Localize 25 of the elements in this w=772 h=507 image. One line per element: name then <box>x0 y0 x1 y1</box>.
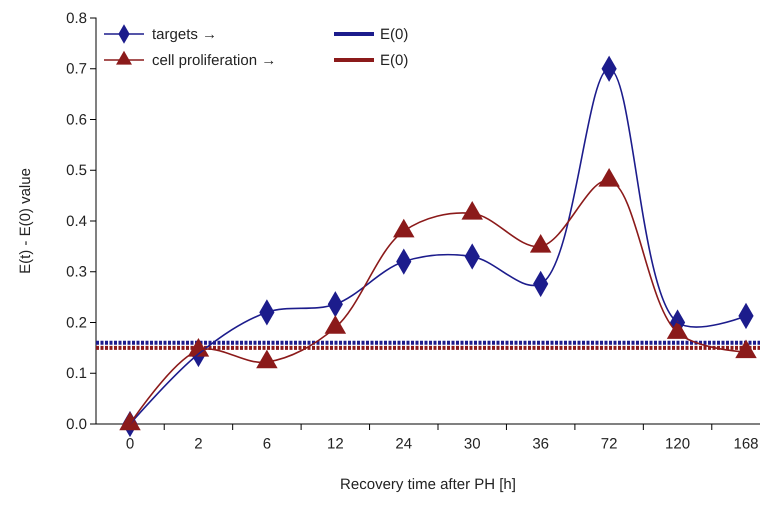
x-tick-label: 36 <box>532 436 550 453</box>
y-tick-label: 0.1 <box>66 365 87 382</box>
y-axis-title: E(t) - E(0) value <box>17 168 34 274</box>
x-tick-label: 2 <box>194 436 203 453</box>
x-tick-label: 30 <box>464 436 481 453</box>
x-tick-label: 120 <box>665 436 690 453</box>
y-tick-label: 0.6 <box>66 111 87 128</box>
y-tick-label: 0.8 <box>66 10 87 27</box>
x-tick-label: 72 <box>600 436 618 453</box>
legend-label: cell proliferation → <box>152 52 276 69</box>
y-tick-label: 0.3 <box>66 264 87 281</box>
legend-label: targets → <box>152 26 218 43</box>
y-tick-label: 0.0 <box>66 416 87 433</box>
y-tick-label: 0.5 <box>66 162 87 180</box>
y-tick-label: 0.4 <box>66 212 87 230</box>
x-tick-label: 24 <box>395 436 412 453</box>
x-tick-label: 0 <box>126 436 134 453</box>
x-tick-label: 6 <box>262 436 272 453</box>
x-tick-label: 168 <box>733 436 759 453</box>
x-tick-label: 12 <box>326 436 344 453</box>
legend-label: E(0) <box>380 26 408 43</box>
y-tick-label: 0.7 <box>66 60 87 78</box>
y-tick-label: 0.2 <box>66 314 87 332</box>
legend-label: E(0) <box>380 52 408 69</box>
x-axis-title: Recovery time after PH [h] <box>340 476 516 493</box>
